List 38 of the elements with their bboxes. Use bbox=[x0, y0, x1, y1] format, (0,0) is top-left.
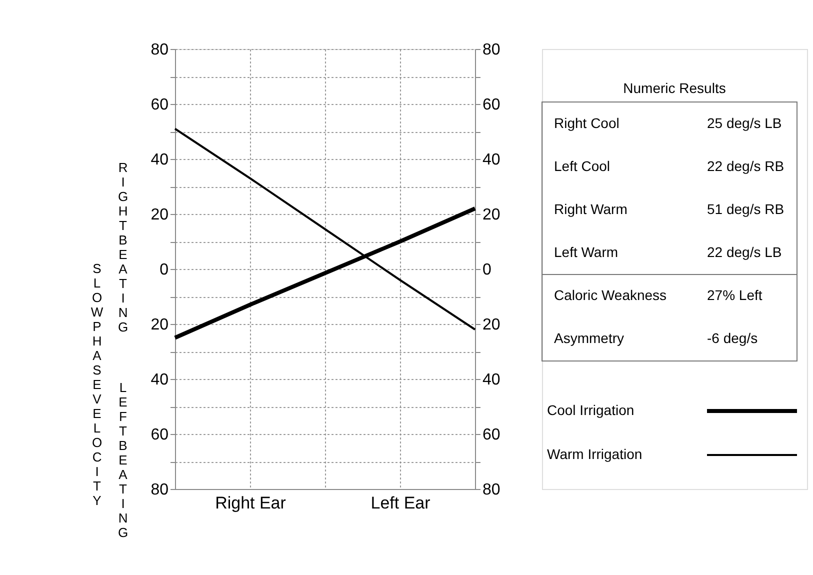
text: 22 deg/s RB bbox=[707, 158, 784, 174]
text: RIGHT BEATING bbox=[118, 160, 128, 334]
y-tick-label: 40 bbox=[150, 152, 169, 168]
y2-tick-label: 60 bbox=[482, 96, 500, 114]
x-tick-label: Right Ear bbox=[215, 494, 286, 512]
y2-tick-label: 80 bbox=[482, 482, 500, 498]
text: Asymmetry bbox=[554, 330, 624, 346]
text: LEFT BEATING bbox=[118, 380, 128, 540]
y2-tick-label: 20 bbox=[482, 316, 500, 334]
y2-tick-label: 60 bbox=[482, 426, 500, 444]
y-tick-label: 80 bbox=[150, 42, 169, 58]
text: Warm Irrigation bbox=[547, 446, 642, 462]
y-tick-label: 20 bbox=[150, 206, 169, 224]
text: SLOW PHASE VELOCITY bbox=[90, 261, 104, 508]
y2-tick-label: 20 bbox=[482, 206, 500, 224]
y2-tick-label: 80 bbox=[482, 42, 500, 58]
y2-tick-label: 40 bbox=[482, 152, 500, 168]
y-tick-label: 60 bbox=[150, 96, 169, 114]
text: Cool Irrigation bbox=[547, 402, 634, 418]
text: Right Cool bbox=[554, 115, 620, 131]
y2-tick-label: 0 bbox=[482, 262, 492, 278]
text: 27% Left bbox=[707, 287, 762, 303]
y-tick-label: 40 bbox=[150, 372, 169, 388]
text: 22 deg/s LB bbox=[707, 244, 782, 260]
y-tick-label: 20 bbox=[150, 316, 169, 334]
y2-tick-label: 40 bbox=[482, 372, 500, 388]
y-tick-label: 60 bbox=[150, 426, 169, 444]
text: Left Cool bbox=[554, 158, 610, 174]
text: Caloric Weakness bbox=[554, 287, 667, 303]
y-tick-label: 0 bbox=[160, 262, 169, 278]
text: 25 deg/s LB bbox=[707, 115, 782, 131]
text: 51 deg/s RB bbox=[707, 201, 784, 217]
text: Right Warm bbox=[554, 201, 628, 217]
text: Left Warm bbox=[554, 244, 618, 260]
y-tick-label: 80 bbox=[150, 482, 169, 498]
x-tick-label: Left Ear bbox=[370, 494, 431, 512]
text: -6 deg/s bbox=[707, 330, 758, 346]
text: Numeric Results bbox=[623, 80, 726, 96]
